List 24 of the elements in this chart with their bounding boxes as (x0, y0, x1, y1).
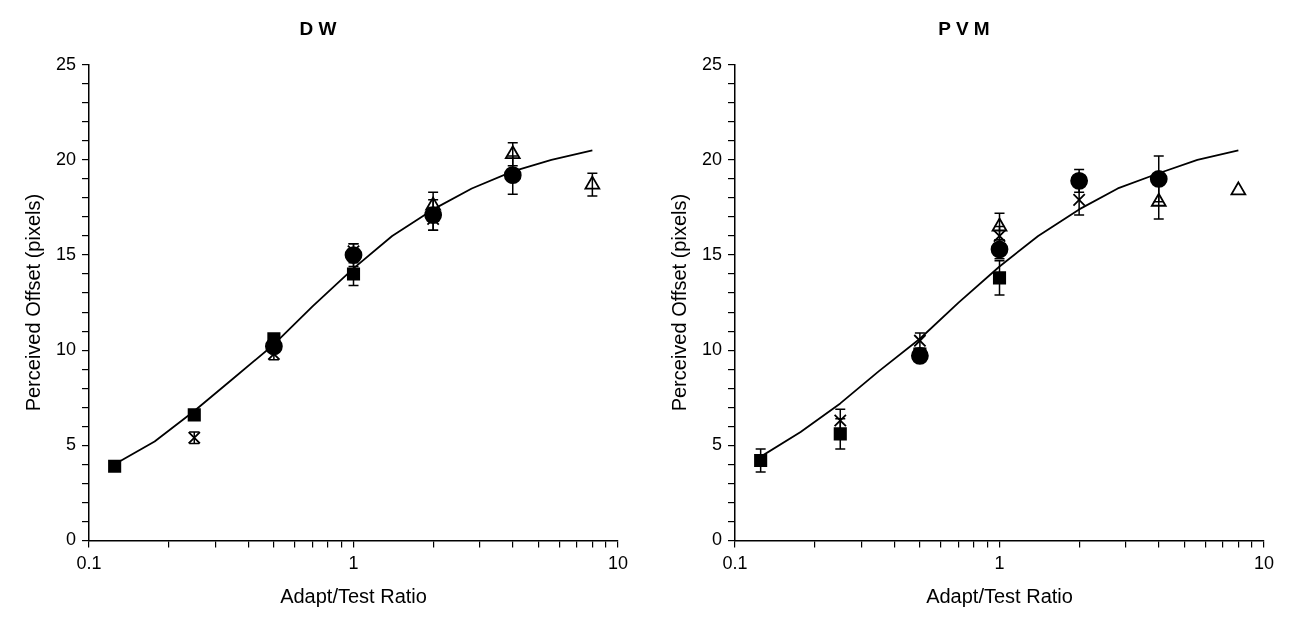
y-tick-label: 10 (701, 339, 723, 360)
y-tick-label: 5 (66, 434, 77, 455)
y-tick-label: 25 (701, 53, 723, 74)
y-tick-label: 20 (55, 148, 77, 169)
chart-title: D W (299, 17, 337, 39)
y-tick-label: 15 (55, 244, 77, 265)
y-tick-label: 15 (701, 244, 723, 265)
y-tick-label: 10 (55, 339, 77, 360)
y-tick-label: 25 (55, 53, 77, 74)
x-tick-label: 1 (994, 553, 1005, 574)
y-tick-label: 5 (712, 434, 723, 455)
x-axis-title: Adapt/Test Ratio (280, 584, 427, 607)
x-tick-label: 10 (607, 553, 629, 574)
x-tick-label: 0.1 (722, 553, 748, 574)
x-axis-title: Adapt/Test Ratio (926, 584, 1073, 607)
y-tick-label: 20 (701, 148, 723, 169)
y-tick-label: 0 (66, 529, 77, 550)
x-tick-label: 0.1 (76, 553, 102, 574)
chart-title: P V M (938, 17, 990, 39)
y-axis-title: Perceived Offset (pixels) (667, 193, 690, 412)
x-tick-label: 10 (1253, 553, 1275, 574)
y-axis-title: Perceived Offset (pixels) (21, 193, 44, 412)
x-tick-label: 1 (348, 553, 359, 574)
y-tick-label: 0 (712, 529, 723, 550)
